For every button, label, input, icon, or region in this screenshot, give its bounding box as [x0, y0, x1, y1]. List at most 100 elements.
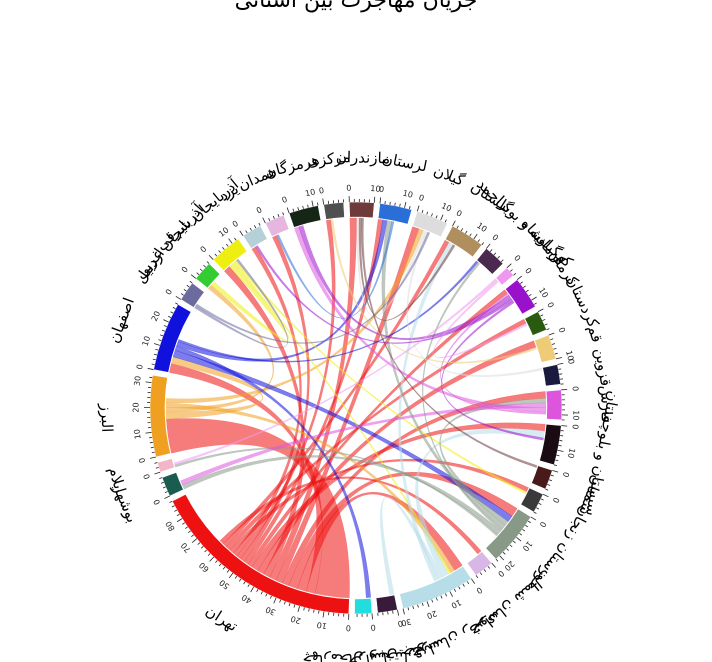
tick-label: 10 [304, 187, 316, 198]
tick-mark [426, 601, 430, 608]
tick-mark [475, 575, 479, 579]
tick-mark [469, 233, 472, 237]
tick-mark [489, 249, 493, 252]
tick-mark [222, 246, 225, 250]
tick-mark [151, 451, 155, 454]
chord-ribbon [174, 345, 371, 598]
tick-mark [546, 328, 550, 331]
tick-label: 10 [402, 189, 414, 200]
tick-mark [260, 591, 263, 595]
tick-mark [168, 315, 172, 318]
tick-mark [554, 352, 558, 355]
group-label: مرکزی [306, 148, 351, 171]
tick-mark [288, 603, 291, 607]
tick-mark [516, 536, 522, 542]
tick-mark [147, 368, 154, 370]
tick-mark [199, 268, 203, 272]
tick-mark [322, 611, 325, 618]
tick-label: 20 [425, 609, 438, 621]
tick-mark [243, 581, 246, 585]
group-arc [161, 472, 184, 497]
group-label: قزوین [591, 347, 615, 388]
tick-mark [269, 595, 272, 599]
tick-mark [196, 272, 200, 275]
tick-mark [322, 198, 325, 205]
tick-mark [509, 544, 513, 548]
tick-mark [502, 551, 506, 555]
tick-mark [318, 610, 320, 614]
tick-mark [527, 520, 531, 524]
tick-mark [209, 556, 215, 562]
tick-mark [533, 511, 537, 514]
tick-label: 20 [290, 614, 302, 625]
tick-mark [268, 217, 271, 222]
tick-mark [245, 230, 248, 234]
chart-title: جریان مهاجرت بین استانی [234, 0, 478, 13]
group-arc [445, 225, 483, 258]
tick-mark [218, 250, 221, 254]
tick-mark [412, 605, 414, 610]
group-arc [495, 267, 514, 286]
tick-mark [540, 498, 544, 501]
tick-mark [453, 588, 457, 592]
tick-mark [197, 542, 201, 545]
tick-mark [174, 509, 178, 512]
chord-ribbon [441, 300, 544, 441]
tick-mark [286, 207, 290, 214]
tick-mark [473, 233, 478, 240]
tick-mark [547, 484, 551, 486]
tick-mark [522, 529, 526, 532]
tick-mark [512, 540, 516, 544]
chord-ribbon [234, 260, 527, 495]
chord-ribbon [232, 261, 451, 575]
chord-ribbon [433, 280, 528, 358]
tick-label: 0 [180, 265, 190, 275]
tick-mark [510, 269, 513, 272]
tick-mark [307, 204, 309, 208]
tick-mark [155, 348, 159, 351]
group-arc [542, 364, 561, 387]
tick-mark [164, 491, 168, 494]
tick-label: 0 [570, 424, 579, 430]
tick-mark [172, 306, 176, 310]
tick-label: 0 [379, 185, 385, 195]
tick-mark [558, 368, 562, 370]
tick-mark [297, 606, 300, 613]
tick-label: 0 [370, 623, 376, 632]
tick-label: 0 [557, 326, 567, 334]
tick-mark [561, 388, 568, 391]
tick-mark [188, 530, 191, 533]
tick-mark [536, 507, 540, 510]
tick-mark [176, 513, 180, 517]
group-label: فارس [597, 385, 616, 423]
tick-mark [215, 560, 218, 563]
tick-mark [519, 533, 523, 536]
tick-mark [513, 273, 517, 276]
tick-label: 0 [490, 233, 500, 243]
group-arc [375, 594, 398, 614]
tick-mark [190, 274, 197, 279]
tick-mark [449, 591, 453, 597]
tick-mark [557, 449, 564, 452]
chord-ribbon [226, 318, 527, 551]
tick-mark [471, 578, 476, 584]
tick-mark [158, 339, 162, 342]
tick-label: 0 [164, 288, 174, 297]
tick-label: 60 [197, 560, 211, 574]
tick-mark [180, 293, 184, 296]
tick-mark [151, 363, 155, 366]
tick-mark [208, 254, 214, 260]
tick-mark [373, 196, 376, 203]
chord-ribbon [165, 228, 424, 404]
tick-mark [256, 589, 259, 593]
tick-mark [222, 566, 226, 570]
tick-mark [477, 239, 480, 243]
tick-mark [226, 569, 230, 573]
tick-mark [149, 456, 157, 459]
group-arc [524, 311, 547, 336]
tick-mark [399, 203, 401, 207]
group-arc [288, 205, 322, 228]
tick-mark [160, 334, 164, 337]
group-label: ایلام [105, 465, 130, 496]
group-label: اصفهان [105, 295, 138, 345]
